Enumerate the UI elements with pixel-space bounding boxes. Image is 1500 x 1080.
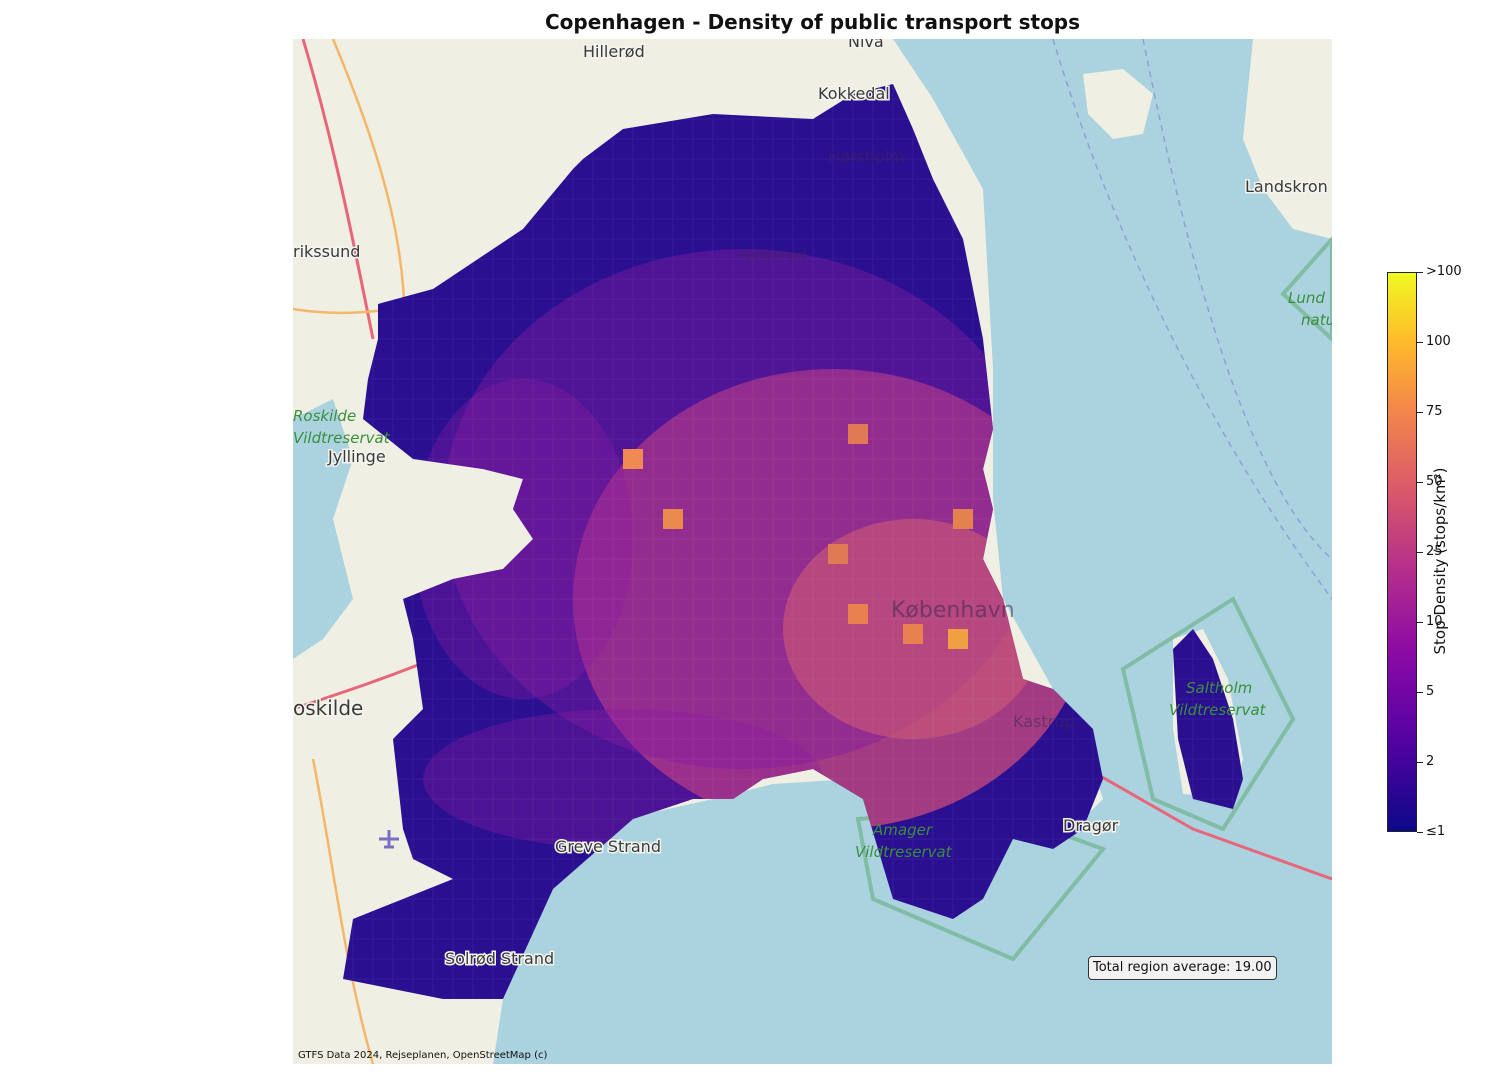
roskilde-fjord [293, 399, 353, 659]
label-roskilde: oskilde [293, 696, 363, 720]
colorbar-tick-label: 25 [1426, 544, 1443, 559]
colorbar-tick [1417, 552, 1423, 553]
colorbar [1387, 272, 1417, 832]
label-horsholm: Hørsholm [828, 147, 905, 166]
colorbar-tick [1417, 692, 1423, 693]
colorbar-tick-label: 50 [1426, 474, 1443, 489]
ferry-route-2 [1142, 39, 1332, 560]
colorbar-tick-label: 10 [1426, 614, 1443, 629]
airport-icon [379, 830, 399, 849]
hot-cell [948, 629, 968, 649]
average-annotation: Total region average: 19.00 [1088, 956, 1277, 980]
land-island [1083, 69, 1153, 139]
hot-cell [953, 509, 973, 529]
colorbar-tick [1417, 272, 1423, 273]
label-landskrona: Landskron [1245, 177, 1328, 196]
map-canvas: Hillerød Nivå Kokkedal Landskron rikssun… [293, 39, 1332, 1064]
hot-cell [828, 544, 848, 564]
label-dragor: Dragør [1063, 816, 1119, 835]
colorbar-label: Stop Density (stops/km²) [1431, 467, 1449, 655]
label-roskilde-fjord: Roskilde [293, 407, 356, 425]
label-solrod: Solrød Strand [445, 949, 554, 968]
label-lund: Lund [1288, 289, 1325, 307]
colorbar-tick [1417, 832, 1423, 833]
colorbar-tick-label: 5 [1426, 684, 1435, 699]
hot-cell [848, 604, 868, 624]
label-greve: Greve Strand [555, 837, 661, 856]
hot-cell [903, 624, 923, 644]
ferry-route [1052, 39, 1332, 600]
colorbar-tick [1417, 482, 1423, 483]
label-jyllinge: Jyllinge [327, 447, 386, 466]
colorbar-tick [1417, 622, 1423, 623]
colorbar-tick [1417, 762, 1423, 763]
map-title: Copenhagen - Density of public transport… [544, 10, 1081, 34]
highway-west [293, 39, 434, 711]
label-birkerod: Birkerød [740, 246, 807, 265]
hot-cell [623, 449, 643, 469]
attribution-text: GTFS Data 2024, Rejseplanen, OpenStreetM… [298, 1050, 548, 1061]
label-copenhagen: København [891, 598, 1015, 623]
colorbar-tick [1417, 342, 1423, 343]
colorbar-tick [1417, 412, 1423, 413]
label-hillerod: Hillerød [583, 42, 645, 61]
map-panel[interactable]: Hillerød Nivå Kokkedal Landskron rikssun… [293, 39, 1332, 1064]
label-saltholm: Saltholm [1186, 679, 1252, 697]
label-vildtreservat: Vildtreservat [293, 429, 391, 447]
colorbar-tick-label: ≤1 [1426, 824, 1446, 839]
hot-cell [848, 424, 868, 444]
lund-reserve-outline [1280, 235, 1332, 342]
label-amager: Amager [872, 821, 933, 839]
label-kokkedal: Kokkedal [818, 84, 890, 103]
label-saltholm-sub: Vildtreservat [1169, 701, 1267, 719]
hot-cell [663, 509, 683, 529]
label-niva: Nivå [848, 39, 884, 51]
land-sweden [1243, 39, 1332, 239]
label-amager-sub: Vildtreservat [855, 843, 953, 861]
saltholm-reserve-outline [1120, 596, 1296, 832]
label-kastrup: Kastrup [1013, 712, 1075, 731]
colorbar-tick-label: >100 [1426, 264, 1462, 279]
label-natur: natu [1301, 311, 1332, 329]
colorbar-tick-label: 100 [1426, 334, 1451, 349]
label-frederikssund: rikssund [293, 242, 360, 261]
colorbar-tick-label: 75 [1426, 404, 1443, 419]
colorbar-tick-label: 2 [1426, 754, 1435, 769]
